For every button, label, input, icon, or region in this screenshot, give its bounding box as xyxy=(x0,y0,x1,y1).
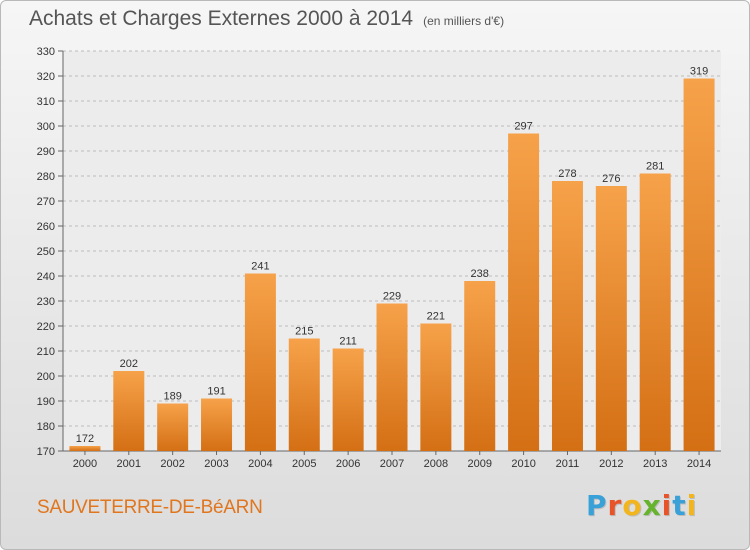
y-tick-label: 180 xyxy=(37,421,55,433)
bar-2003 xyxy=(201,398,233,451)
value-label: 191 xyxy=(207,386,225,398)
y-tick-label: 270 xyxy=(37,196,55,208)
chart-title: Achats et Charges Externes 2000 à 2014 (e… xyxy=(29,7,504,31)
value-label: 319 xyxy=(690,66,708,78)
x-tick-label: 2007 xyxy=(380,458,404,470)
x-tick-label: 2001 xyxy=(117,458,141,470)
y-tick-label: 320 xyxy=(37,71,55,83)
value-label: 278 xyxy=(558,168,576,180)
x-tick-label: 2003 xyxy=(204,458,228,470)
bar-2004 xyxy=(244,273,276,451)
bar-2002 xyxy=(157,403,189,451)
place-name: SAUVETERRE-DE-BéARN xyxy=(37,497,263,518)
bar-2013 xyxy=(639,173,671,451)
value-label: 281 xyxy=(646,161,664,173)
y-tick-label: 300 xyxy=(37,121,55,133)
value-label: 211 xyxy=(339,336,357,348)
x-tick-label: 2002 xyxy=(160,458,184,470)
labels: 172 202 189 191 241 215 211 229 221 238 297 278 276 2… xyxy=(76,66,708,446)
bar-2005 xyxy=(288,338,320,451)
x-tick-label: 2012 xyxy=(599,458,623,470)
logo-letter: i xyxy=(686,489,698,522)
logo-letter: x xyxy=(642,489,662,522)
bar-2007 xyxy=(376,303,408,451)
bar-2000 xyxy=(69,446,101,451)
x-tick-label: 2010 xyxy=(511,458,535,470)
value-label: 241 xyxy=(251,261,269,273)
x-tick-label: 2014 xyxy=(687,458,711,470)
value-label: 215 xyxy=(295,326,313,338)
chart-unit: (en milliers d'€) xyxy=(423,14,505,28)
y-tick-label: 220 xyxy=(37,321,55,333)
x-tick-label: 2008 xyxy=(424,458,448,470)
x-tick-label: 2011 xyxy=(556,458,580,470)
x-tick-label: 2004 xyxy=(248,458,272,470)
y-tick-label: 310 xyxy=(37,96,55,108)
chart-title-text: Achats et Charges Externes 2000 à 2014 xyxy=(29,7,414,30)
logo-letter: r xyxy=(607,489,623,522)
bar-2010 xyxy=(508,133,540,451)
value-label: 229 xyxy=(383,291,401,303)
bar-2006 xyxy=(332,348,364,451)
bar-2001 xyxy=(113,371,145,451)
x-tick-label: 2006 xyxy=(336,458,360,470)
x-tick-label: 2013 xyxy=(643,458,667,470)
logo-letter: i xyxy=(661,489,673,522)
bar-2011 xyxy=(551,181,583,451)
bar-2009 xyxy=(464,281,496,451)
bar-2008 xyxy=(420,323,452,451)
value-label: 202 xyxy=(120,358,138,370)
value-label: 221 xyxy=(427,311,445,323)
x-tick-label: 2005 xyxy=(292,458,316,470)
proxiti-logo: Proxiti xyxy=(586,489,697,522)
x-tick-label: 2009 xyxy=(467,458,491,470)
y-tick-label: 260 xyxy=(37,221,55,233)
value-label: 238 xyxy=(471,268,489,280)
y-tick-label: 250 xyxy=(37,246,55,258)
y-tick-label: 290 xyxy=(37,146,55,158)
x-tick-label: 2000 xyxy=(73,458,97,470)
value-label: 297 xyxy=(514,121,532,133)
y-tick-label: 190 xyxy=(37,396,55,408)
bar-2014 xyxy=(683,78,715,451)
value-label: 172 xyxy=(76,433,94,445)
y-tick-label: 200 xyxy=(37,371,55,383)
logo-letter: P xyxy=(586,489,608,522)
bars xyxy=(69,78,715,451)
value-label: 276 xyxy=(602,173,620,185)
y-tick-label: 170 xyxy=(37,446,55,458)
bar-2012 xyxy=(595,186,627,451)
y-tick-label: 230 xyxy=(37,296,55,308)
logo-letter: t xyxy=(672,489,687,522)
y-tick-label: 330 xyxy=(37,46,55,58)
logo-letter: o xyxy=(622,489,643,522)
y-tick-label: 210 xyxy=(37,346,55,358)
y-tick-label: 240 xyxy=(37,271,55,283)
value-label: 189 xyxy=(163,391,181,403)
y-tick-label: 280 xyxy=(37,171,55,183)
